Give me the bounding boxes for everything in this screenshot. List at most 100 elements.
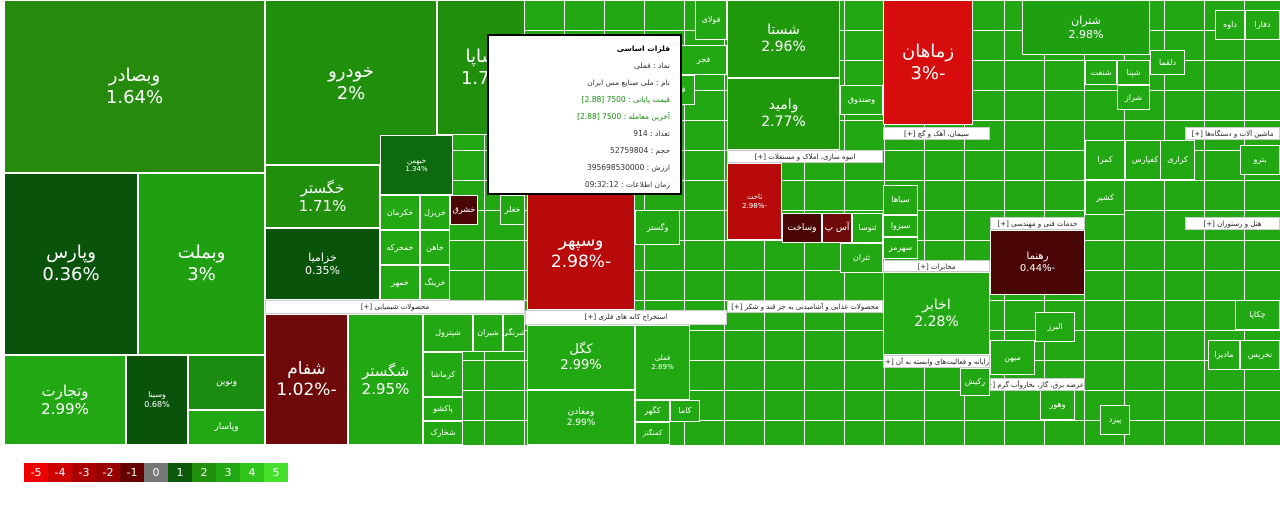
stock-tile[interactable]: زماهان -3% (883, 0, 973, 125)
stock-tile[interactable]: کفپارس (1125, 140, 1165, 180)
stock-tile[interactable]: دفارا (1245, 10, 1280, 40)
stock-tile[interactable]: وبملت 3% (138, 173, 265, 355)
sector-header[interactable]: سیمان، آهک و گچ [+] (883, 127, 990, 140)
stock-tile[interactable]: کگهر (635, 400, 670, 422)
stock-symbol: شپترول (435, 328, 461, 338)
stock-tile[interactable]: خزامیا 0.35% (265, 228, 380, 300)
sector-header[interactable]: انبوه سازی، املاک و مستغلات [+] (727, 150, 883, 163)
sector-header[interactable]: استخراج کانه های فلزی [+] (525, 310, 727, 325)
stock-tile[interactable]: وصندوق (840, 85, 883, 115)
stock-tile[interactable]: کاما (670, 400, 700, 422)
stock-tile[interactable]: شگستر 2.95% (348, 314, 423, 445)
stock-tile[interactable]: خمهر (380, 265, 420, 300)
sector-header[interactable]: محصولات غذایی و آشامیدنی به جز قند و شکر… (727, 300, 883, 313)
stock-tile[interactable]: شتران 2.98% (1022, 0, 1150, 55)
stock-tile[interactable]: پاکشو (423, 397, 463, 421)
stock-tile[interactable]: خریزل (420, 195, 450, 230)
stock-tile[interactable]: خاهن (420, 230, 450, 265)
stock-tile[interactable]: خگستر 1.71% (265, 165, 380, 228)
stock-tile[interactable]: کمنگنز (635, 422, 670, 445)
stock-tile[interactable]: نخریس (1240, 340, 1280, 370)
sector-header[interactable]: عرضه برق، گاز، بخاروآب گرم [+] (990, 378, 1085, 391)
sector-header[interactable]: خدمات فنی و مهندسی [+] (990, 217, 1085, 230)
stock-tile[interactable]: اخابر 2.28% (883, 272, 990, 355)
stock-tile[interactable]: دلقما (1150, 50, 1185, 75)
stock-symbol: شیران (477, 328, 499, 338)
stock-symbol: شرنگی (503, 328, 525, 338)
stock-tile[interactable]: شراز (1117, 85, 1150, 110)
stock-tile[interactable]: مادیرا (1208, 340, 1240, 370)
stock-symbol: خکرمان (386, 207, 414, 217)
stock-tile[interactable]: کمرا (1085, 140, 1125, 180)
stock-tile[interactable]: وساخت (782, 213, 822, 243)
stock-tile[interactable]: بترو (1240, 145, 1280, 175)
stock-tile[interactable]: شفام -1.02% (265, 314, 348, 445)
stock-symbol: ثتران (852, 253, 871, 263)
stock-tile[interactable]: خبهمن 1.34% (380, 135, 453, 195)
stock-symbol: فجر (696, 55, 711, 65)
sector-header[interactable]: هتل و رستوران [+] (1185, 217, 1280, 230)
stock-tile[interactable]: وامید 2.77% (727, 78, 840, 150)
stock-tile[interactable]: شرنگی (503, 314, 525, 352)
stock-symbol: وبصادر (108, 64, 161, 86)
stock-symbol: شراز (1124, 92, 1143, 102)
stock-tile[interactable]: ثاخت -2.98% (727, 163, 782, 240)
sector-header[interactable]: رایانه و فعالیت‌های وابسته به آن [+] (883, 355, 990, 368)
stock-tile[interactable]: چکاپا (1235, 300, 1280, 330)
sector-header[interactable]: محصولات شیمیایی [+] (265, 300, 525, 314)
stock-tile[interactable]: شیران (473, 314, 503, 352)
stock-tile[interactable]: خشرق (450, 195, 478, 225)
stock-tile[interactable]: آس پ (822, 213, 852, 243)
stock-tile[interactable]: رهنما -0.44% (990, 230, 1085, 295)
stock-tile[interactable]: وپاسار (188, 410, 265, 445)
stock-symbol: کاما (678, 406, 692, 416)
stock-tile[interactable]: میهن (990, 340, 1035, 375)
stock-tile[interactable]: سیاها (883, 185, 918, 215)
sector-header[interactable]: مخابرات [+] (883, 260, 990, 272)
stock-tile[interactable]: فولای (695, 0, 727, 40)
stock-symbol: شفام (287, 359, 326, 380)
stock-tile[interactable]: شپنا (1117, 60, 1150, 85)
stock-tile[interactable]: سهرمز (883, 237, 918, 259)
stock-tile[interactable]: کرماشا (423, 352, 463, 397)
stock-tile[interactable]: وپارس 0.36% (4, 173, 138, 355)
stock-symbol: وهور (1049, 400, 1066, 410)
stock-tile[interactable]: کرازی (1160, 140, 1195, 180)
stock-tile[interactable]: ثنوسا (852, 213, 883, 243)
stock-tile[interactable]: شخارک (423, 421, 463, 445)
sector-header[interactable]: ماشین آلات و دستگاه‌ها [+] (1185, 127, 1280, 140)
stock-tile[interactable]: شنفت (1085, 60, 1117, 85)
stock-tile[interactable]: ونوین (188, 355, 265, 410)
stock-tile[interactable]: وسینا 0.68% (126, 355, 188, 445)
stock-tile[interactable]: کگل 2.99% (527, 325, 635, 390)
stock-tile[interactable]: سبزوا (883, 215, 918, 237)
stock-symbol: رکیش (964, 377, 986, 387)
tooltip-line: آخرین معامله : 7500 [2.88] (577, 112, 670, 121)
stock-tile[interactable]: خمحرکه (380, 230, 420, 265)
stock-tile[interactable]: داوه (1215, 10, 1245, 40)
stock-symbol: شستا (767, 22, 800, 39)
stock-tile[interactable]: وتجارت 2.99% (4, 355, 126, 445)
stock-tile[interactable]: وبصادر 1.64% (4, 0, 265, 173)
stock-tile[interactable]: وهور (1040, 390, 1075, 420)
stock-tile[interactable]: ثتران (840, 243, 883, 273)
stock-change: 2.95% (361, 379, 410, 398)
stock-tile[interactable]: ومعادن 2.99% (527, 390, 635, 445)
stock-tile[interactable]: رکیش (960, 368, 990, 396)
stock-change: 1.34% (405, 165, 428, 173)
stock-tile[interactable]: وگستر (635, 210, 680, 245)
stock-tile[interactable]: فملی 2.89% (635, 325, 690, 400)
stock-tile[interactable]: پیزد (1100, 405, 1130, 435)
stock-tile[interactable]: خکرمان (380, 195, 420, 230)
stock-tile[interactable]: شپترول (423, 314, 473, 352)
stock-tile[interactable]: خغلر (500, 195, 525, 225)
stock-tile[interactable]: وسپهر -2.98% (527, 193, 635, 310)
stock-tile[interactable]: خرینگ (420, 265, 450, 300)
stock-tile[interactable]: فجر (680, 45, 727, 75)
stock-tile[interactable]: شستا 2.96% (727, 0, 840, 78)
stock-tile[interactable]: کشیر (1085, 180, 1125, 215)
stock-symbol: خزامیا (308, 250, 337, 264)
stock-symbol: وتجارت (41, 382, 89, 400)
stock-tile[interactable]: البرز (1035, 312, 1075, 342)
stock-change: 2.99% (566, 417, 596, 428)
